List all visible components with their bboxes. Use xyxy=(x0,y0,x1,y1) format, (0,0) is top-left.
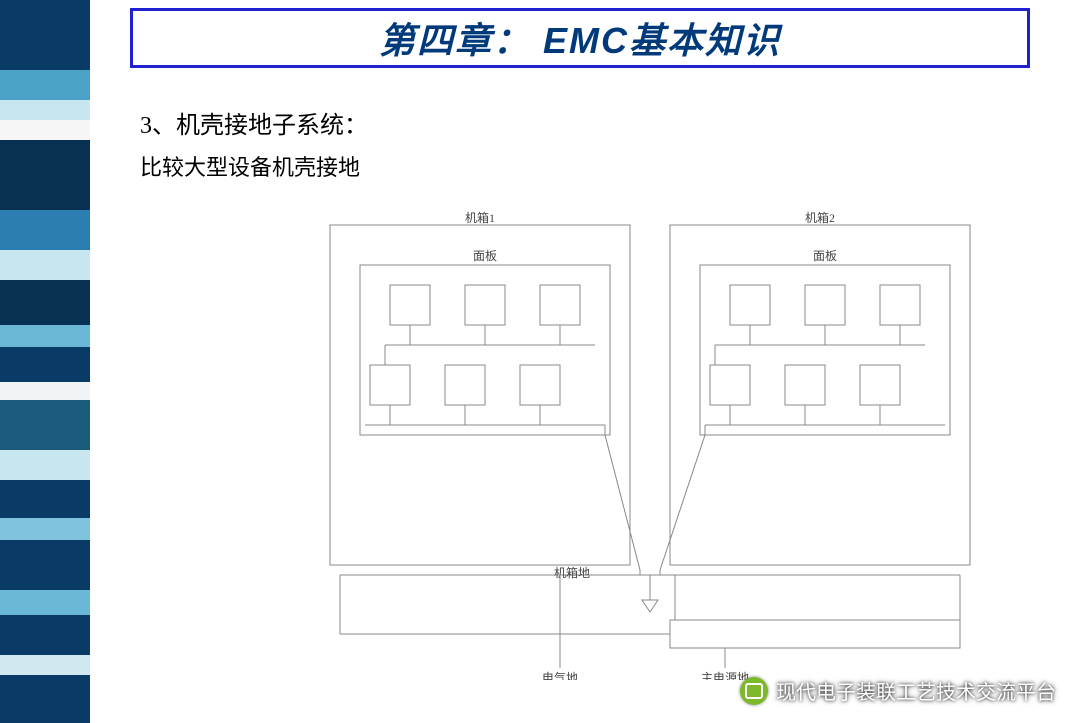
sidebar-stripe xyxy=(0,400,90,450)
svg-text:电气地: 电气地 xyxy=(542,670,578,680)
watermark: 现代电子装联工艺技术交流平台 xyxy=(740,676,1056,705)
sidebar-stripe xyxy=(0,480,90,518)
sidebar-stripe xyxy=(0,325,90,347)
sidebar-stripe xyxy=(0,250,90,280)
sidebar-stripe xyxy=(0,70,90,100)
diagram-svg: 机箱1机箱2面板面板机箱地电气地主电源地 xyxy=(300,210,1000,680)
sidebar-stripe xyxy=(0,540,90,590)
svg-text:面板: 面板 xyxy=(813,249,837,263)
sidebar-stripe xyxy=(0,280,90,325)
section-heading: 3、机壳接地子系统： xyxy=(140,105,368,140)
watermark-text: 现代电子装联工艺技术交流平台 xyxy=(776,676,1056,705)
sidebar-stripe xyxy=(0,675,90,723)
sidebar-stripe xyxy=(0,615,90,655)
sidebar-stripe xyxy=(0,655,90,675)
sidebar-stripe xyxy=(0,140,90,210)
sidebar-stripe xyxy=(0,382,90,400)
sidebar-stripe xyxy=(0,0,90,70)
section-body: 比较大型设备机壳接地 xyxy=(140,150,360,182)
svg-text:面板: 面板 xyxy=(473,249,497,263)
decorative-sidebar xyxy=(0,0,90,723)
chapter-title: 第四章： EMC基本知识 xyxy=(379,12,781,64)
sidebar-stripe xyxy=(0,450,90,480)
grounding-diagram: 机箱1机箱2面板面板机箱地电气地主电源地 xyxy=(300,210,1000,680)
sidebar-stripe xyxy=(0,210,90,250)
sidebar-stripe xyxy=(0,518,90,540)
wechat-icon xyxy=(740,677,768,705)
chapter-title-box: 第四章： EMC基本知识 xyxy=(130,8,1030,68)
sidebar-stripe xyxy=(0,100,90,120)
sidebar-stripe xyxy=(0,120,90,140)
sidebar-stripe xyxy=(0,347,90,382)
svg-text:机箱2: 机箱2 xyxy=(805,210,835,225)
svg-text:机箱1: 机箱1 xyxy=(465,210,495,225)
sidebar-stripe xyxy=(0,590,90,615)
svg-text:机箱地: 机箱地 xyxy=(554,565,590,580)
